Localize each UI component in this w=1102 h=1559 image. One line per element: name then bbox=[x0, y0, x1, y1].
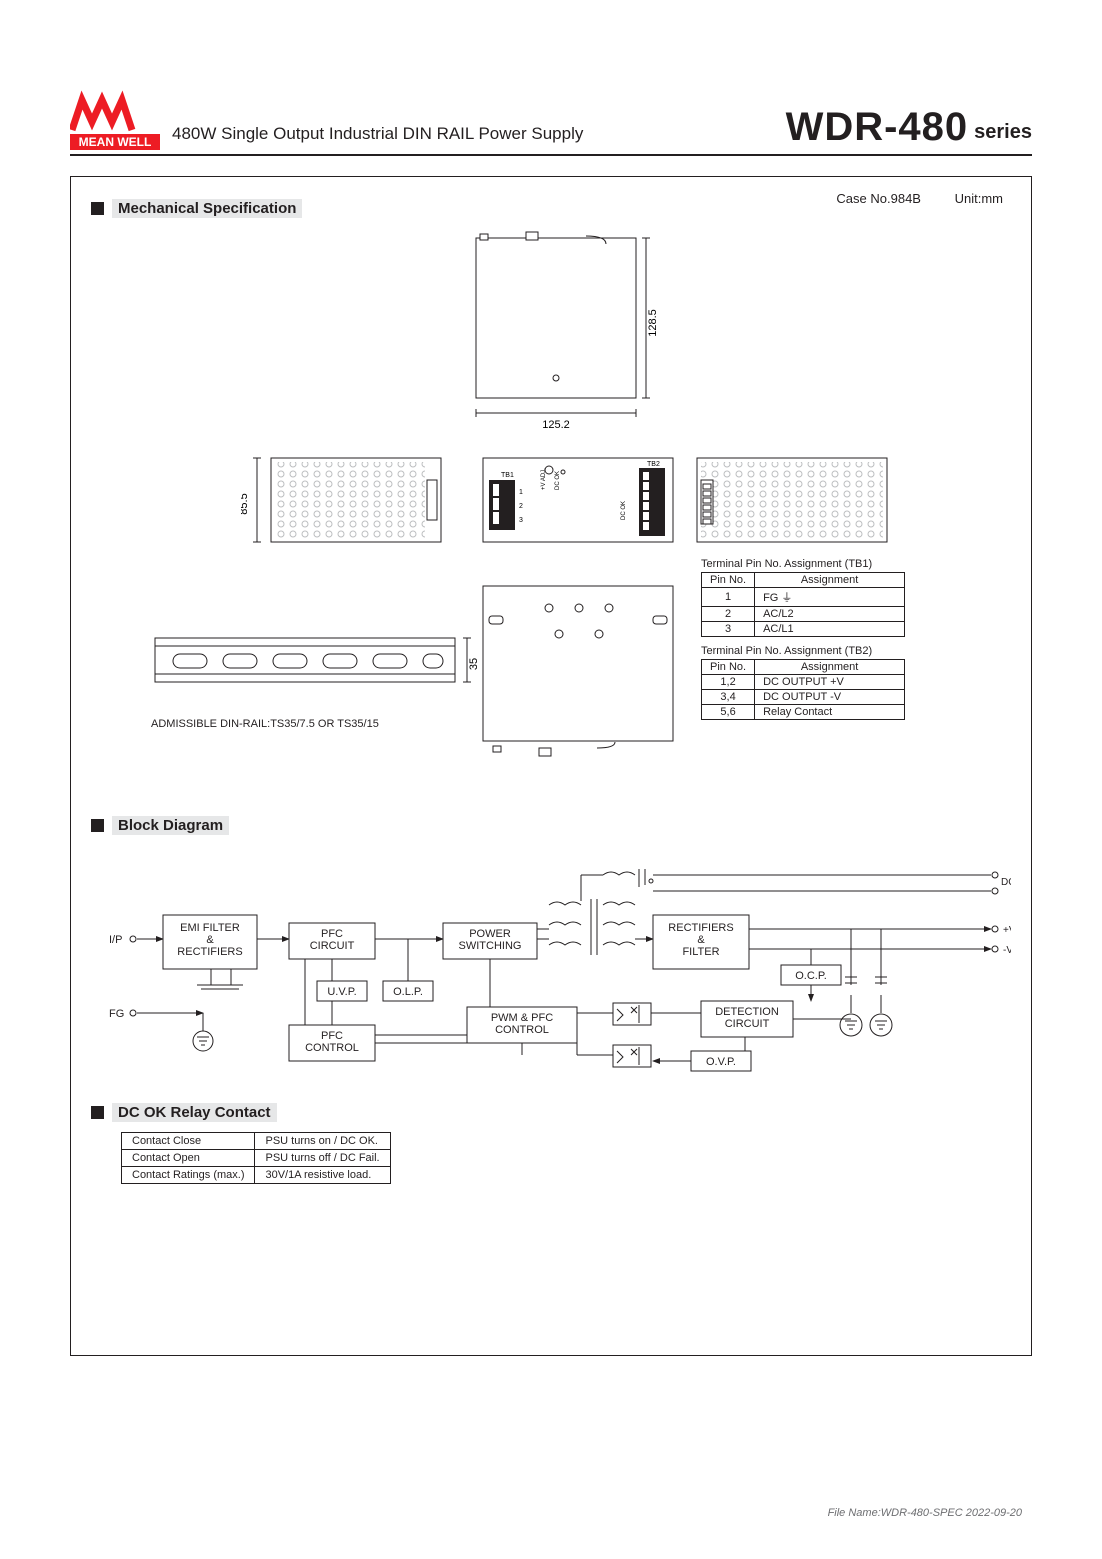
series-title: WDR-480 bbox=[786, 105, 969, 150]
relay-r0c0: Contact Close bbox=[122, 1133, 255, 1150]
svg-text:DC OK: DC OK bbox=[1001, 877, 1011, 888]
tb1-h1: Assignment bbox=[755, 573, 905, 588]
tb2-r0c1: DC OUTPUT +V bbox=[755, 675, 905, 690]
svg-text:CONTROL: CONTROL bbox=[495, 1024, 549, 1036]
front-center-view: TB1 1 2 3 TB2 +V ADJ. DC OK DC OK bbox=[479, 450, 679, 560]
tb2-r2c0: 5,6 bbox=[702, 705, 755, 720]
case-number: Case No.984B bbox=[836, 191, 921, 206]
svg-text:CIRCUIT: CIRCUIT bbox=[725, 1018, 770, 1030]
svg-text:+V ADJ.: +V ADJ. bbox=[541, 468, 547, 490]
tb1-r0c1: FG ⏚ bbox=[755, 588, 905, 607]
unit-label: Unit:mm bbox=[955, 191, 1003, 206]
tb1-r2c1: AC/L1 bbox=[755, 622, 905, 637]
tb2-title: Terminal Pin No. Assignment (TB2) bbox=[701, 645, 905, 657]
svg-text:EMI FILTER: EMI FILTER bbox=[180, 922, 240, 934]
relay-table: Contact ClosePSU turns on / DC OK. Conta… bbox=[121, 1132, 391, 1184]
tb1-h0: Pin No. bbox=[702, 573, 755, 588]
relay-r0c1: PSU turns on / DC OK. bbox=[255, 1133, 390, 1150]
section-bullet-icon bbox=[91, 819, 104, 832]
section-bullet-icon bbox=[91, 202, 104, 215]
svg-text:O.V.P.: O.V.P. bbox=[706, 1056, 736, 1068]
din-rail-note: ADMISSIBLE DIN-RAIL:TS35/7.5 OR TS35/15 bbox=[151, 718, 379, 730]
svg-text:POWER: POWER bbox=[469, 928, 511, 940]
tb2-r1c0: 3,4 bbox=[702, 690, 755, 705]
section-bullet-icon bbox=[91, 1106, 104, 1119]
brand-logo: MEAN WELL bbox=[70, 90, 160, 150]
tb1-r1c1: AC/L2 bbox=[755, 607, 905, 622]
section-relay: DC OK Relay Contact bbox=[91, 1103, 1011, 1122]
pin-tables: Terminal Pin No. Assignment (TB1) Pin No… bbox=[701, 558, 905, 720]
svg-text:O.C.P.: O.C.P. bbox=[795, 970, 827, 982]
svg-text:2: 2 bbox=[519, 503, 523, 510]
svg-text:DC OK: DC OK bbox=[621, 501, 627, 520]
svg-text:FILTER: FILTER bbox=[682, 946, 719, 958]
tb1-r2c0: 3 bbox=[702, 622, 755, 637]
top-view: 128.5 125.2 bbox=[466, 228, 726, 438]
svg-text:PWM & PFC: PWM & PFC bbox=[491, 1012, 553, 1024]
relay-r2c1: 30V/1A resistive load. bbox=[255, 1167, 390, 1184]
tb2-r0c0: 1,2 bbox=[702, 675, 755, 690]
svg-text:RECTIFIERS: RECTIFIERS bbox=[177, 946, 242, 958]
tb1-table: Pin No.Assignment 1FG ⏚ 2AC/L2 3AC/L1 bbox=[701, 572, 905, 637]
svg-text:RECTIFIERS: RECTIFIERS bbox=[668, 922, 733, 934]
tb2-h0: Pin No. bbox=[702, 660, 755, 675]
svg-text:3: 3 bbox=[519, 517, 523, 524]
svg-text:&: & bbox=[206, 934, 214, 946]
svg-text:PFC: PFC bbox=[321, 1030, 343, 1042]
svg-text:-V: -V bbox=[1003, 945, 1011, 956]
block-diagram: I/P FG EMI FILTER & RECTIFIERS bbox=[91, 845, 1011, 1095]
lbl-ip: I/P bbox=[109, 934, 122, 946]
section-block: Block Diagram bbox=[91, 816, 1011, 835]
svg-text:+V: +V bbox=[1003, 925, 1011, 936]
page-header: MEAN WELL 480W Single Output Industrial … bbox=[70, 90, 1032, 156]
tb1-title: Terminal Pin No. Assignment (TB1) bbox=[701, 558, 905, 570]
svg-text:CIRCUIT: CIRCUIT bbox=[310, 940, 355, 952]
svg-text:U.V.P.: U.V.P. bbox=[327, 986, 356, 998]
svg-text:DC OK: DC OK bbox=[555, 471, 561, 490]
tb1-label: TB1 bbox=[501, 472, 514, 479]
tb2-table: Pin No.Assignment 1,2DC OUTPUT +V 3,4DC … bbox=[701, 659, 905, 720]
content-frame: Case No.984B Unit:mm Mechanical Specific… bbox=[70, 176, 1032, 1356]
relay-area: Contact ClosePSU turns on / DC OK. Conta… bbox=[91, 1132, 1011, 1184]
svg-text:1: 1 bbox=[519, 489, 523, 496]
relay-r1c1: PSU turns off / DC Fail. bbox=[255, 1150, 390, 1167]
dim-rail: 35 bbox=[468, 658, 479, 670]
svg-text:CONTROL: CONTROL bbox=[305, 1042, 359, 1054]
svg-text:SWITCHING: SWITCHING bbox=[459, 940, 522, 952]
tb2-r2c1: Relay Contact bbox=[755, 705, 905, 720]
svg-text:DETECTION: DETECTION bbox=[715, 1006, 779, 1018]
tb1-r1c0: 2 bbox=[702, 607, 755, 622]
dim-depth: 128.5 bbox=[647, 309, 659, 337]
dim-height: 85.5 bbox=[241, 493, 250, 514]
dim-width: 125.2 bbox=[542, 419, 570, 431]
tb2-label: TB2 bbox=[647, 461, 660, 468]
product-subtitle: 480W Single Output Industrial DIN RAIL P… bbox=[172, 124, 786, 150]
din-rail-view: 35 bbox=[149, 628, 479, 708]
svg-text:O.L.P.: O.L.P. bbox=[393, 986, 423, 998]
mechanical-area: 128.5 125.2 bbox=[91, 228, 1011, 808]
section-label: Block Diagram bbox=[112, 816, 229, 835]
tb1-r0c0: 1 bbox=[702, 588, 755, 607]
rear-view bbox=[479, 578, 679, 758]
tb2-h1: Assignment bbox=[755, 660, 905, 675]
relay-r2c0: Contact Ratings (max.) bbox=[122, 1167, 255, 1184]
case-unit-row: Case No.984B Unit:mm bbox=[806, 191, 1003, 206]
svg-text:&: & bbox=[697, 934, 705, 946]
section-label: Mechanical Specification bbox=[112, 199, 302, 218]
front-right-view bbox=[687, 450, 907, 560]
svg-text:PFC: PFC bbox=[321, 928, 343, 940]
brand-text: MEAN WELL bbox=[79, 135, 152, 149]
front-left-view: 85.5 bbox=[241, 450, 461, 560]
page-footer: File Name:WDR-480-SPEC 2022-09-20 bbox=[828, 1507, 1022, 1519]
relay-r1c0: Contact Open bbox=[122, 1150, 255, 1167]
tb2-r1c1: DC OUTPUT -V bbox=[755, 690, 905, 705]
lbl-fg: FG bbox=[109, 1008, 124, 1020]
section-label: DC OK Relay Contact bbox=[112, 1103, 277, 1122]
series-suffix: series bbox=[974, 121, 1032, 150]
